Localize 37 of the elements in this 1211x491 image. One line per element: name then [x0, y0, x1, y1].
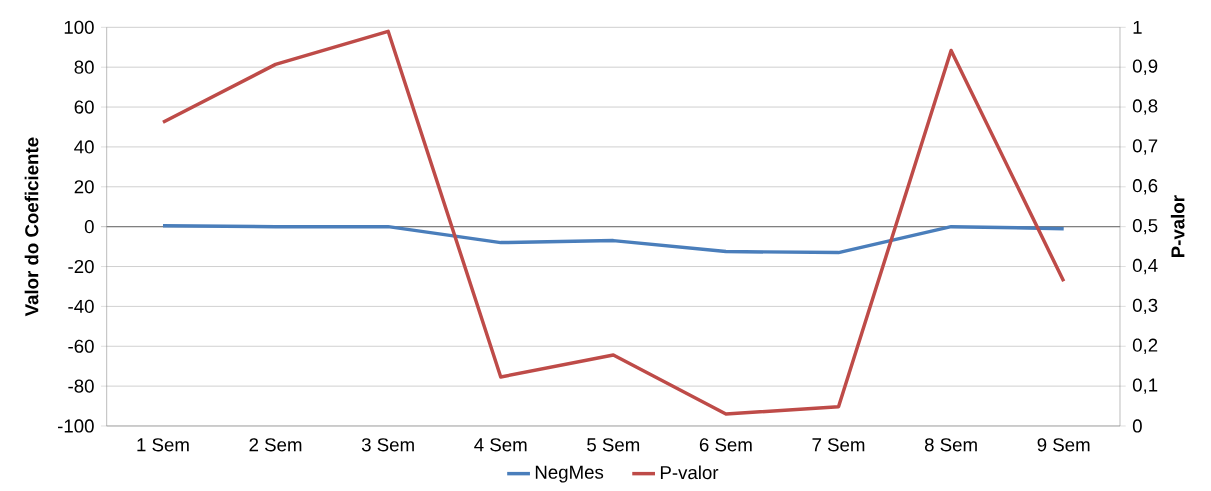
- line-series: [161, 29, 1066, 416]
- y-tick-label: -20: [68, 259, 94, 274]
- y2-axis-title: P-valor: [1170, 195, 1185, 258]
- y-tick-label: 80: [74, 60, 94, 74]
- y-tick-label: 60: [74, 100, 94, 114]
- y2-tick-label: 0,8: [1132, 99, 1158, 115]
- y-axis-title: Valor do Coeficiente: [24, 137, 39, 317]
- line-series: [161, 223, 1066, 255]
- y2-tick-label: 0,5: [1132, 218, 1158, 235]
- x-tick-label: 7 Sem: [812, 438, 865, 452]
- x-tick-label: 2 Sem: [249, 438, 302, 452]
- y2-tick-label: 0,4: [1132, 258, 1158, 275]
- x-tick-label: 8 Sem: [924, 438, 977, 452]
- x-tick-label: 5 Sem: [587, 438, 640, 452]
- y-tick-label: -100: [57, 419, 94, 433]
- x-tick-label: 1 Sem: [137, 438, 189, 452]
- x-tick-label: 6 Sem: [699, 438, 752, 452]
- y2-tick-label: 0,6: [1132, 179, 1158, 195]
- y-tick-label: 0: [84, 220, 94, 234]
- y2-tick-label: 0,9: [1132, 59, 1158, 75]
- y2-tick-label: 0: [1132, 419, 1142, 433]
- legend-label: P-valor: [660, 465, 719, 480]
- x-tick-label: 4 Sem: [474, 438, 527, 452]
- x-tick-label: 3 Sem: [361, 438, 414, 452]
- y-tick-label: 40: [74, 140, 94, 154]
- y-tick-label: 100: [64, 20, 94, 34]
- x-tick-label: 9 Sem: [1037, 438, 1090, 452]
- y-tick-label: 20: [74, 180, 94, 194]
- y-tick-label: -60: [68, 339, 94, 353]
- legend-label: NegMes: [535, 465, 604, 483]
- y-tick-label: -40: [68, 299, 94, 313]
- y2-tick-label: 0,2: [1132, 338, 1158, 354]
- y-tick-label: -80: [68, 379, 94, 393]
- y2-tick-label: 0,3: [1132, 298, 1158, 315]
- y2-tick-label: 0,1: [1132, 378, 1158, 394]
- y2-tick-label: 1: [1133, 20, 1142, 34]
- y2-tick-label: 0,7: [1132, 139, 1158, 155]
